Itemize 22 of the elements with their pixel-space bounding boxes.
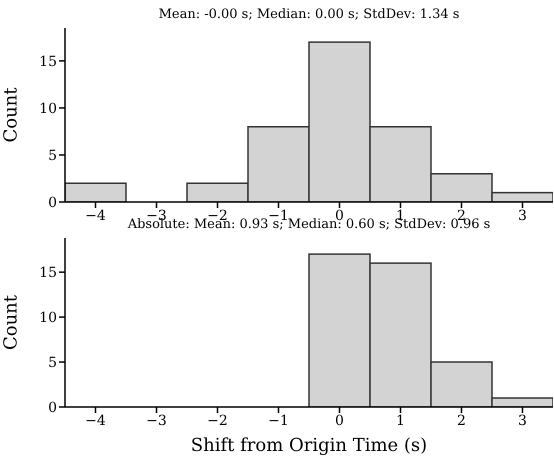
y-tick-label: 5 <box>48 355 57 372</box>
y-tick-label: 10 <box>39 100 57 117</box>
x-tick-label: −2 <box>207 412 228 429</box>
x-tick-label: −3 <box>146 412 167 429</box>
x-tick-label: 1 <box>396 412 405 429</box>
x-tick-label: −4 <box>85 412 106 429</box>
y-tick-label: 0 <box>48 194 57 211</box>
x-axis-title: Shift from Origin Time (s) <box>190 435 428 456</box>
chart-title: Mean: -0.00 s; Median: 0.00 s; StdDev: 1.34 s <box>158 7 460 22</box>
y-tick-label: 0 <box>48 400 57 416</box>
y-tick-label: 15 <box>39 54 57 70</box>
x-tick-label: −1 <box>268 412 289 429</box>
x-tick-label: 3 <box>518 208 527 224</box>
y-axis-title: Count <box>0 86 22 143</box>
x-tick-label: 0 <box>335 412 344 429</box>
y-tick-label: 10 <box>39 310 57 326</box>
x-tick-label: −4 <box>85 208 106 224</box>
y-tick-label: 15 <box>39 265 57 282</box>
x-tick-label: 2 <box>457 412 466 429</box>
y-tick-label: 5 <box>48 148 57 164</box>
y-axis-title: Count <box>0 294 22 350</box>
x-tick-label: 3 <box>518 412 527 429</box>
